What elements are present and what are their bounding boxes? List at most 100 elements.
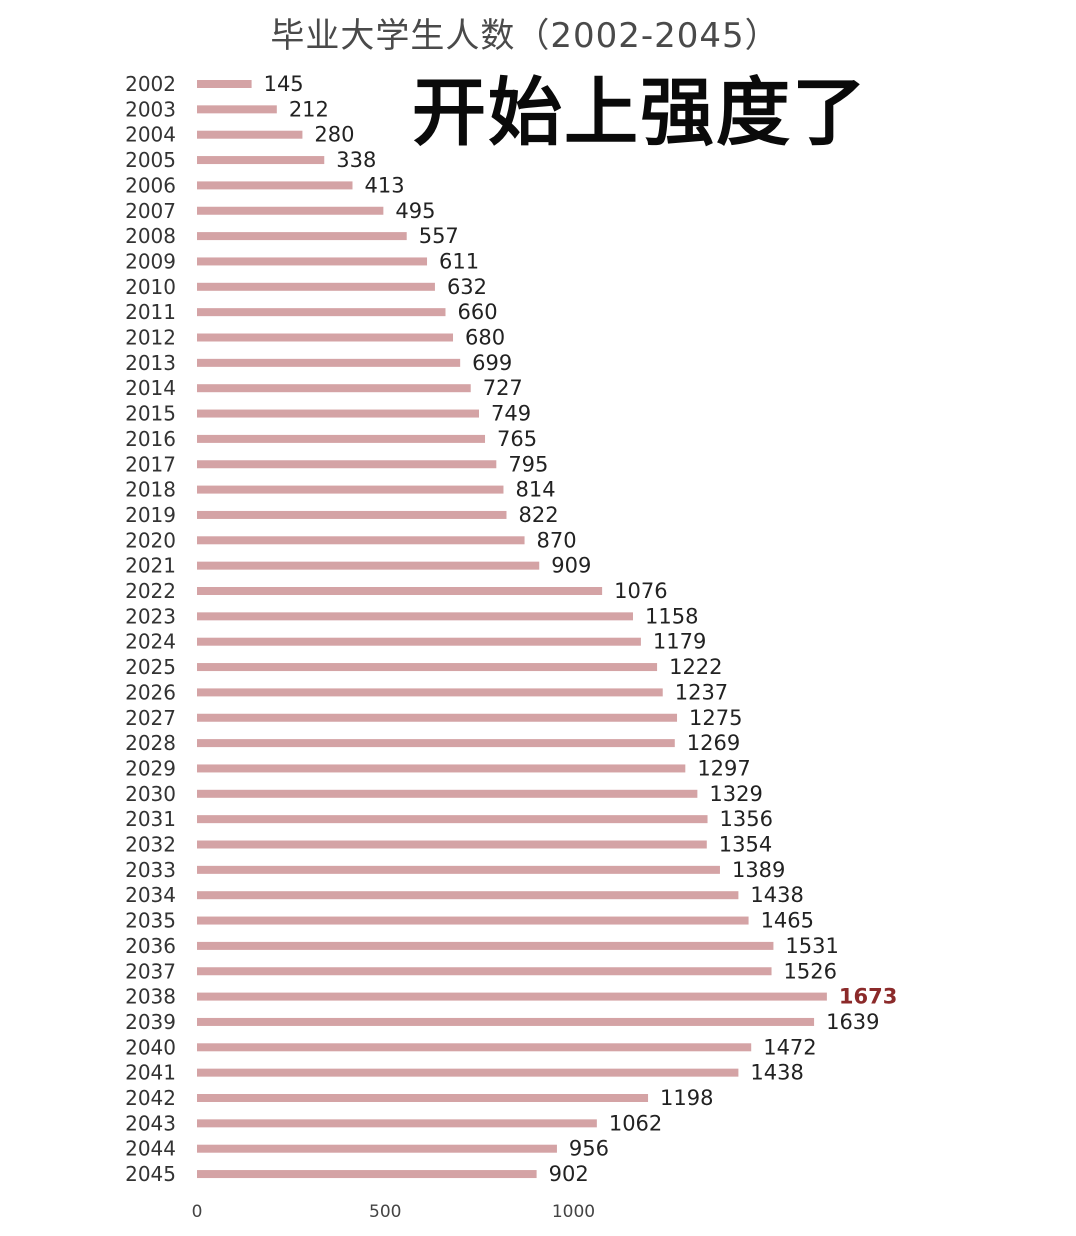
bar [197,992,827,1001]
data-label: 1062 [609,1111,662,1135]
category-label: 2036 [125,934,176,958]
category-label: 2018 [125,478,176,502]
category-label: 2021 [125,554,176,578]
bar [197,1094,649,1102]
category-label: 2033 [125,858,176,882]
x-tick-label: 1000 [552,1202,595,1222]
category-label: 2040 [125,1035,176,1059]
category-label: 2023 [125,604,176,628]
category-label: 2034 [125,883,176,907]
data-label: 557 [419,224,459,248]
bar [197,967,772,976]
category-label: 2035 [125,909,176,933]
x-tick-label: 0 [192,1202,203,1222]
data-label: 1222 [669,655,722,679]
chart-title: 毕业大学生人数（2002-2045） [270,16,780,56]
category-label: 2019 [125,503,176,527]
data-label: 1275 [689,706,742,730]
data-label: 1179 [653,630,706,654]
data-label: 956 [569,1137,609,1161]
data-label: 1297 [697,756,750,780]
category-label: 2026 [125,680,176,704]
data-label: 1438 [750,1061,803,1085]
bar [197,739,675,748]
category-label: 2016 [125,427,176,451]
data-label: 749 [491,402,531,426]
bar [197,333,454,342]
data-label: 727 [483,376,523,400]
data-label: 822 [518,503,558,527]
bar [197,789,698,798]
category-label: 2017 [125,452,176,476]
bar [197,587,603,595]
category-label: 2039 [125,1010,176,1034]
data-label: 1531 [785,934,838,958]
data-label: 212 [289,97,329,121]
bar [197,130,303,139]
data-label: 1158 [645,604,698,628]
bar [197,865,720,874]
category-label: 2027 [125,706,176,730]
bar [197,358,461,367]
bar [197,663,658,672]
category-label: 2038 [125,985,176,1009]
category-label: 2006 [125,173,176,197]
category-label: 2004 [125,123,176,147]
category-label: 2030 [125,782,176,806]
category-label: 2020 [125,528,176,552]
category-label: 2045 [125,1162,176,1186]
category-label: 2008 [125,224,176,248]
data-label: 1269 [687,731,740,755]
category-label: 2011 [125,300,176,324]
category-label: 2032 [125,833,176,857]
data-label: 909 [551,554,591,578]
bar [197,308,446,317]
data-label: 413 [364,173,404,197]
category-label: 2042 [125,1086,176,1110]
data-label: 870 [537,528,577,552]
bar [197,764,686,773]
bar [197,612,633,621]
bar [197,1017,815,1026]
bar [197,181,353,190]
bar [197,891,739,900]
bar [197,257,428,266]
category-label: 2015 [125,402,176,426]
bar [197,713,678,722]
bar [197,232,407,241]
data-label: 1438 [750,883,803,907]
data-label: 1465 [761,909,814,933]
category-label: 2043 [125,1111,176,1135]
headline-caption: 开始上强度了 [412,70,868,156]
category-label: 2010 [125,275,176,299]
data-label: 1076 [614,579,667,603]
bar [197,637,641,646]
bar [197,1170,537,1179]
bar [197,206,384,215]
data-label: 1237 [675,680,728,704]
bar [197,941,774,950]
x-tick-label: 500 [369,1202,401,1222]
data-label: 1356 [720,807,773,831]
bar [197,460,497,469]
data-label: 1639 [826,1010,879,1034]
data-label: 1389 [732,858,785,882]
category-label: 2007 [125,199,176,223]
bar [197,1144,557,1153]
bar [197,1068,739,1077]
bar [197,536,525,545]
category-label: 2031 [125,807,176,831]
data-label: 765 [497,427,537,451]
data-label: 795 [508,452,548,476]
category-label: 2022 [125,579,176,603]
category-label: 2005 [125,148,176,172]
bar [197,815,708,824]
category-label: 2009 [125,249,176,273]
data-label: 1472 [763,1035,816,1059]
bar [197,384,471,393]
category-label: 2014 [125,376,176,400]
data-label: 680 [465,326,505,350]
bar [197,409,479,418]
category-label: 2041 [125,1061,176,1085]
